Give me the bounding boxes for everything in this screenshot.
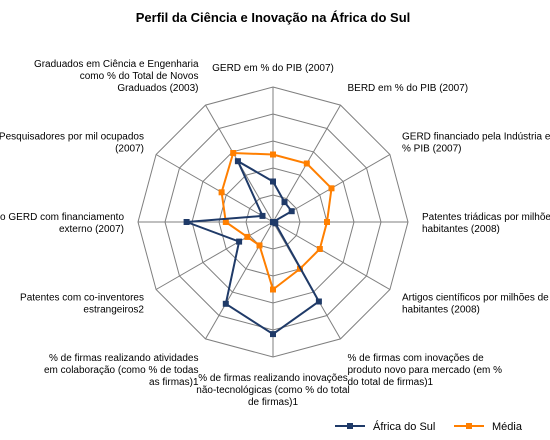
axis-label-line: Graduados (2003) — [117, 83, 198, 94]
axis-label-line: do total de firmas)1 — [348, 377, 434, 388]
legend: África do Sul Média — [335, 420, 523, 433]
axis-label-10: Pesquisadores por mil ocupados (2007) — [0, 132, 144, 155]
axis-label-line: BERD em % do PIB (2007) — [348, 83, 469, 94]
data-point-sa-7 — [222, 300, 229, 307]
axis-label-line: habitantes (2008) — [402, 305, 480, 316]
axis-label-line: (2007) — [115, 144, 144, 155]
axis-label-line: Patentes triádicas por milhões de — [422, 212, 550, 223]
axis-label-line: não-tecnológicas (como % do total — [196, 385, 349, 396]
data-point-sa-5 — [315, 298, 322, 305]
series-sa — [183, 158, 322, 338]
data-point-sa-0 — [270, 178, 276, 185]
legend-item-sa: África do Sul — [335, 420, 435, 433]
data-point-avg-6 — [270, 286, 276, 293]
axis-label-line: em colaboração (como % de todas — [44, 365, 199, 376]
data-point-avg-9 — [222, 219, 229, 225]
axis-label-line: estrangeiros2 — [83, 305, 144, 316]
series-layer — [183, 150, 335, 338]
axis-label-line: como % do Total de Novos — [80, 71, 199, 82]
axis-label-line: % do GERD com financiamento — [0, 212, 124, 223]
axis-labels: GERD em % do PIB (2007) BERD em % do PIB … — [0, 59, 550, 408]
series-avg — [218, 150, 335, 293]
legend-marker-sa — [347, 423, 353, 429]
data-point-sa-8 — [236, 238, 243, 245]
axis-label-line: GERD financiado pela Indústria em — [402, 132, 550, 143]
data-point-avg-8 — [244, 233, 251, 240]
axis-label-11: Graduados em Ciência e Engenharia como % … — [34, 59, 199, 94]
data-point-sa-4 — [272, 220, 279, 227]
axis-label-2: GERD financiado pela Indústria em% PIB (… — [402, 132, 550, 155]
legend-marker-avg — [466, 423, 472, 429]
axis-label-line: GERD em % do PIB (2007) — [212, 63, 334, 74]
legend-item-avg: Média — [454, 421, 523, 433]
data-point-avg-1 — [303, 160, 310, 167]
data-point-avg-10 — [218, 189, 225, 196]
data-point-sa-10 — [259, 212, 266, 219]
data-point-sa-1 — [281, 199, 288, 206]
axis-label-line: Patentes com co-inventores — [20, 293, 144, 304]
axis-label-line: as firmas)1 — [149, 377, 199, 388]
axis-label-line: Graduados em Ciência e Engenharia — [34, 59, 199, 70]
axis-label-line: Pesquisadores por mil ocupados — [0, 132, 144, 143]
data-point-sa-9 — [183, 219, 190, 225]
data-point-avg-2 — [328, 185, 335, 192]
axis-label-line: % de firmas realizando inovações — [198, 373, 348, 384]
axis-label-5: % de firmas com inovações de produto novo… — [348, 353, 503, 388]
axis-label-7: % de firmas realizando atividades em cola… — [44, 353, 199, 388]
chart-title: Perfil da Ciência e Inovação na África d… — [136, 10, 411, 25]
data-point-sa-2 — [288, 208, 295, 215]
axis-label-3: Patentes triádicas por milhões dehabitan… — [422, 212, 550, 235]
axis-label-1: BERD em % do PIB (2007) — [348, 83, 469, 94]
axis-label-line: produto novo para mercado (em % — [348, 365, 503, 376]
axis-label-line: % PIB (2007) — [402, 144, 461, 155]
legend-label-avg: Média — [492, 421, 523, 433]
axis-spoke-8 — [155, 221, 274, 290]
axis-label-line: de firmas)1 — [248, 397, 298, 408]
data-point-avg-7 — [256, 242, 263, 249]
axis-label-line: % de firmas realizando atividades — [49, 353, 199, 364]
data-point-avg-4 — [316, 246, 323, 252]
axis-label-line: habitantes (2008) — [422, 224, 500, 235]
axis-spoke-10 — [155, 154, 274, 223]
legend-label-sa: África do Sul — [373, 420, 435, 433]
data-point-avg-3 — [324, 219, 330, 225]
axis-label-6: % de firmas realizando inovações não-tecn… — [196, 373, 349, 408]
axis-label-line: % de firmas com inovações de — [348, 353, 485, 364]
axis-label-0: GERD em % do PIB (2007) — [212, 63, 334, 74]
axis-spoke-7 — [205, 221, 274, 340]
axis-label-4: Artigos científicos por milhões de habita… — [402, 293, 549, 316]
data-point-sa-11 — [234, 158, 241, 165]
data-point-avg-0 — [270, 151, 276, 158]
data-point-sa-6 — [270, 331, 276, 338]
axis-label-line: externo (2007) — [59, 224, 124, 235]
axis-label-line: Artigos científicos por milhões de — [402, 293, 549, 304]
axis-spoke-4 — [272, 221, 391, 290]
axis-label-8: Patentes com co-inventores estrangeiros2 — [20, 293, 144, 316]
data-point-avg-11 — [230, 150, 237, 156]
